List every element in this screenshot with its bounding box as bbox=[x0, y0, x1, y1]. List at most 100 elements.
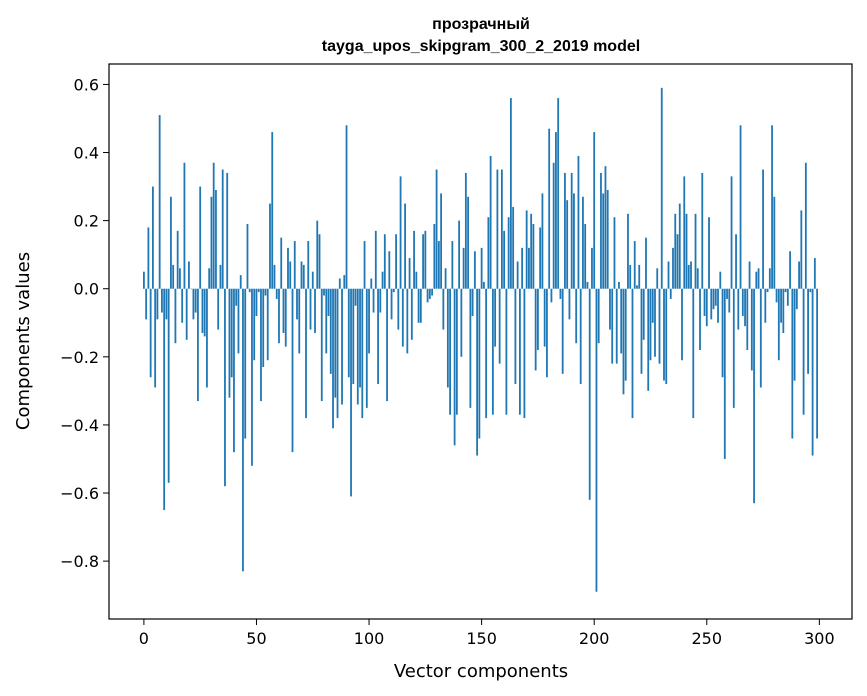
bar bbox=[381, 271, 384, 289]
bar bbox=[755, 271, 758, 289]
bar bbox=[215, 189, 217, 289]
bar bbox=[287, 247, 289, 289]
bar bbox=[676, 234, 679, 289]
bar bbox=[318, 234, 321, 289]
bar bbox=[663, 288, 665, 381]
bar bbox=[584, 224, 587, 289]
bar bbox=[399, 176, 402, 289]
bar bbox=[516, 261, 519, 289]
bar bbox=[271, 132, 274, 289]
bar bbox=[158, 115, 161, 289]
bar bbox=[773, 196, 776, 289]
bar bbox=[519, 288, 521, 415]
bar bbox=[757, 268, 760, 289]
bar bbox=[302, 264, 305, 289]
bar bbox=[705, 288, 708, 327]
bar bbox=[329, 288, 332, 374]
bar bbox=[811, 288, 814, 456]
bar bbox=[762, 169, 764, 289]
bar bbox=[356, 288, 359, 405]
bar bbox=[401, 288, 404, 347]
bar bbox=[392, 288, 395, 293]
bar bbox=[174, 288, 177, 344]
bar bbox=[163, 288, 166, 511]
bar bbox=[451, 241, 454, 289]
bar bbox=[390, 288, 393, 320]
bar bbox=[604, 166, 607, 289]
bar bbox=[638, 264, 641, 289]
bar bbox=[224, 288, 226, 487]
bar bbox=[577, 155, 580, 289]
bar bbox=[759, 288, 762, 388]
bar bbox=[629, 264, 632, 289]
bar bbox=[347, 288, 350, 378]
bar bbox=[624, 288, 627, 381]
bar bbox=[674, 213, 677, 289]
bar bbox=[620, 288, 623, 354]
bar bbox=[642, 288, 645, 340]
bar bbox=[611, 288, 614, 364]
bar bbox=[332, 288, 334, 429]
bar bbox=[289, 261, 292, 289]
bar bbox=[426, 288, 429, 303]
bar bbox=[336, 288, 339, 419]
bar bbox=[280, 237, 283, 289]
bar bbox=[253, 288, 256, 361]
bar bbox=[377, 288, 379, 385]
bar bbox=[201, 288, 204, 333]
bar bbox=[780, 288, 782, 323]
y-tick-label: 0.0 bbox=[74, 280, 99, 299]
bar bbox=[419, 288, 422, 323]
bar bbox=[397, 288, 400, 330]
bar bbox=[766, 288, 769, 293]
bar bbox=[316, 220, 319, 289]
bar bbox=[764, 288, 767, 323]
bar bbox=[514, 288, 517, 385]
bar bbox=[404, 203, 406, 289]
bar bbox=[255, 288, 258, 316]
bar bbox=[771, 125, 773, 289]
x-tick-label: 250 bbox=[692, 629, 723, 648]
bar bbox=[606, 189, 609, 289]
x-axis-label: Vector components bbox=[394, 661, 568, 682]
bar bbox=[498, 288, 501, 364]
chart-subtitle: tayga_upos_skipgram_300_2_2019 model bbox=[322, 38, 640, 55]
bar bbox=[210, 196, 213, 289]
bar bbox=[672, 247, 674, 289]
y-tick-label: 0.2 bbox=[74, 212, 99, 231]
bar bbox=[278, 288, 280, 344]
bar bbox=[325, 288, 328, 354]
bar bbox=[595, 288, 598, 592]
chart-title: прозрачный bbox=[432, 16, 530, 33]
bar bbox=[712, 288, 715, 310]
bar bbox=[440, 193, 442, 289]
bar bbox=[167, 288, 170, 483]
bar bbox=[309, 288, 312, 330]
bar bbox=[284, 288, 287, 347]
bar bbox=[737, 288, 740, 330]
bar bbox=[534, 288, 537, 371]
bar bbox=[143, 271, 145, 289]
bar bbox=[370, 278, 373, 289]
bar bbox=[482, 281, 485, 289]
bar bbox=[802, 288, 805, 415]
bar bbox=[433, 224, 436, 289]
bar bbox=[413, 230, 415, 289]
bar bbox=[566, 200, 569, 289]
bar bbox=[784, 288, 787, 293]
plot-frame bbox=[108, 63, 853, 620]
bar bbox=[793, 288, 796, 381]
bar bbox=[147, 227, 150, 289]
bar bbox=[311, 271, 314, 289]
bar bbox=[597, 288, 600, 344]
bar bbox=[609, 288, 611, 330]
bar bbox=[449, 288, 451, 415]
bar bbox=[541, 193, 544, 289]
bar bbox=[746, 288, 749, 351]
bar bbox=[548, 128, 551, 289]
bar bbox=[359, 288, 361, 388]
bar bbox=[559, 288, 562, 299]
bar bbox=[422, 234, 424, 289]
bar bbox=[532, 224, 535, 289]
bar bbox=[732, 288, 735, 408]
